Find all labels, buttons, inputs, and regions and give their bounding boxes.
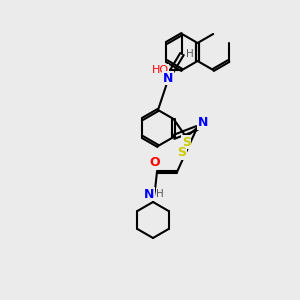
Text: S: S — [178, 146, 187, 160]
Text: HO: HO — [152, 65, 169, 75]
Text: H: H — [186, 49, 194, 59]
Text: N: N — [144, 188, 154, 200]
Text: S: S — [182, 136, 191, 148]
Text: N: N — [198, 116, 208, 130]
Text: H: H — [156, 189, 164, 199]
Text: N: N — [163, 71, 173, 85]
Text: O: O — [150, 155, 160, 169]
